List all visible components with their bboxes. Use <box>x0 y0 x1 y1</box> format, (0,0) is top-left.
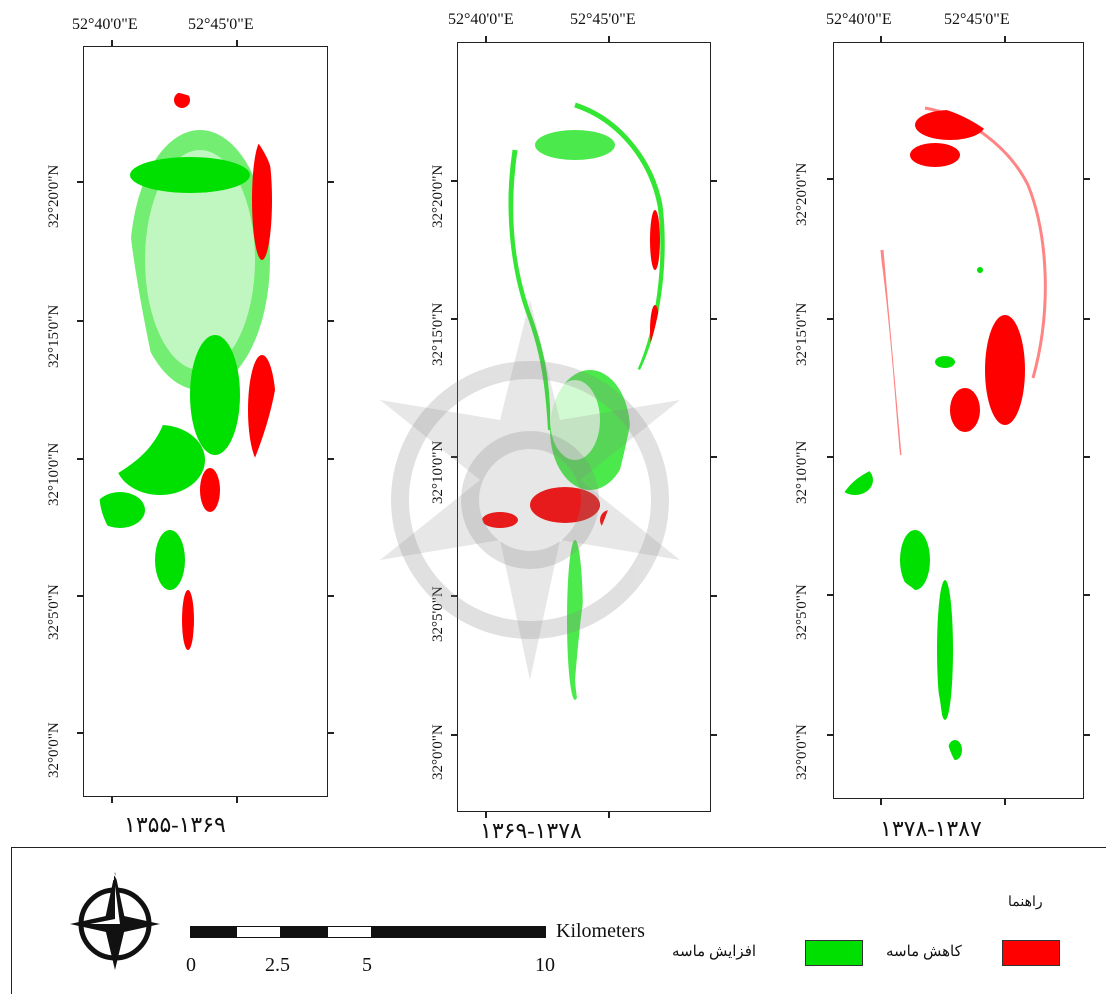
map-2-features <box>479 100 665 761</box>
north-arrow-compass-icon: N <box>70 866 160 974</box>
lon-label-2: 52°45'0"E <box>570 11 636 28</box>
scale-tick-label: 0 <box>186 954 196 976</box>
scale-tick-label: 5 <box>362 954 372 976</box>
legend-swatch-decrease <box>1002 940 1060 966</box>
scale-unit-label: Kilometers <box>556 920 645 942</box>
period-label: ۱۳۶۹-۱۳۷۸ <box>480 818 582 843</box>
period-label: ۱۳۷۸-۱۳۸۷ <box>880 816 982 841</box>
lon-label-1: 52°40'0"E <box>826 11 892 28</box>
lon-label-2: 52°45'0"E <box>944 11 1010 28</box>
scale-bar <box>190 926 550 940</box>
lon-label-2: 52°45'0"E <box>188 16 254 33</box>
period-label: ۱۳۵۵-۱۳۶۹ <box>124 812 226 837</box>
scale-tick-label: 10 <box>535 954 555 976</box>
lon-label-1: 52°40'0"E <box>72 16 138 33</box>
sand-change-maps <box>99 92 1048 765</box>
legend-title: راهنما <box>1008 895 1043 910</box>
map-1-features <box>99 92 283 756</box>
legend-box <box>11 847 1106 994</box>
legend-swatch-increase <box>805 940 863 966</box>
legend-label-decrease: کاهش ماسه <box>886 944 962 960</box>
map-3-features <box>840 105 1048 765</box>
lon-label-1: 52°40'0"E <box>448 11 514 28</box>
legend-label-increase: افزایش ماسه <box>672 944 757 960</box>
svg-text:N: N <box>112 872 119 883</box>
scale-tick-label: 2.5 <box>265 954 290 976</box>
